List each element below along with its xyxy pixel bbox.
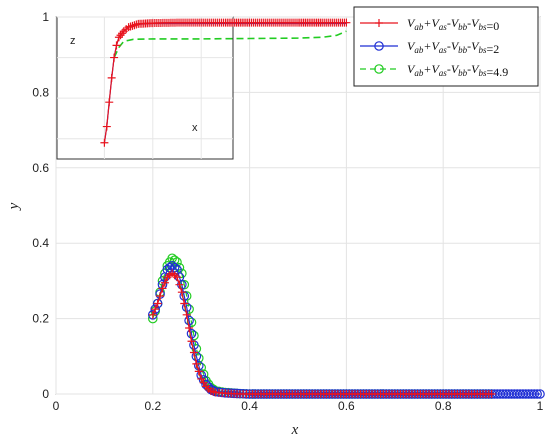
data-point	[189, 348, 198, 357]
legend-entry: Vab+Vas-Vbb-Vbs=2	[360, 39, 499, 56]
y-tick-label: 1	[42, 10, 49, 24]
inset-plot-area	[56, 16, 234, 160]
inset-series-layer	[100, 18, 351, 147]
inset-data-point	[126, 22, 135, 31]
data-point	[148, 310, 157, 319]
data-point	[180, 299, 189, 308]
x-tick-label: 0	[53, 399, 60, 413]
data-point	[173, 273, 181, 282]
legend-entry: Vab+Vas-Vbb-Vbs=4.9	[360, 62, 508, 79]
x-axis-label: x	[291, 422, 299, 438]
legend-label: Vab+Vas-Vbb-Vbs=2	[407, 39, 499, 56]
data-point	[535, 389, 545, 399]
inset-data-point	[100, 138, 109, 147]
data-point	[187, 337, 196, 346]
data-point	[487, 390, 496, 398]
data-point	[160, 278, 169, 287]
data-point	[529, 389, 540, 399]
data-point	[177, 288, 186, 297]
legend-swatch-marker	[374, 41, 384, 51]
data-point	[169, 255, 180, 265]
legend-entry: Vab+Vas-Vbb-Vbs=0	[360, 16, 499, 33]
data-point	[152, 298, 163, 309]
legend-swatch-marker	[374, 64, 384, 74]
data-point	[185, 324, 194, 333]
inset-series-0	[100, 18, 351, 147]
inset-data-point	[130, 21, 139, 30]
inset-grid	[55, 16, 233, 159]
y-tick-label: 0.4	[32, 236, 49, 250]
inset-data-point	[105, 98, 114, 107]
inset-data-point	[110, 53, 119, 62]
data-point	[153, 299, 162, 308]
inset-data-point	[112, 41, 121, 50]
y-tick-label: 0.6	[32, 161, 49, 175]
data-point	[192, 359, 201, 368]
inset-data-point	[342, 18, 351, 27]
inset-data-point	[128, 21, 137, 30]
x-tick-label: 0.6	[338, 399, 355, 413]
inset-data-point	[124, 23, 133, 32]
data-point	[194, 367, 203, 376]
data-point	[532, 389, 542, 399]
y-tick-label: 0.8	[32, 85, 49, 99]
series-layer	[148, 253, 545, 399]
series-0	[148, 269, 496, 398]
legend-swatch-marker	[375, 19, 383, 27]
x-tick-label: 0.2	[144, 399, 161, 413]
inset-series-line	[113, 30, 347, 58]
inset-data-point	[114, 33, 123, 42]
x-tick-label: 1	[537, 399, 544, 413]
legend-label: Vab+Vas-Vbb-Vbs=0	[407, 16, 499, 33]
legend: Vab+Vas-Vbb-Vbs=0 Vab+Vas-Vbb-Vbs=2 Vab+Va…	[353, 6, 539, 87]
data-point	[189, 330, 199, 341]
data-point	[156, 291, 165, 300]
x-tick-label: 0.4	[241, 399, 258, 413]
inset-data-point	[116, 31, 125, 40]
data-point	[158, 284, 167, 293]
data-point	[148, 310, 158, 320]
legend-label: Vab+Vas-Vbb-Vbs=4.9	[407, 62, 508, 79]
inset-series-2	[113, 30, 347, 58]
inset-chart: z x	[55, 16, 351, 160]
data-point	[182, 310, 191, 319]
inset-data-point	[107, 73, 116, 82]
y-tick-label: 0.2	[32, 312, 49, 326]
data-point	[186, 317, 197, 328]
inset-x-label: x	[192, 122, 198, 134]
data-point	[150, 304, 161, 314]
data-point	[175, 280, 184, 289]
data-point	[151, 305, 160, 314]
y-tick-label: 0	[42, 387, 49, 401]
inset-data-point	[118, 29, 127, 38]
tick-labels: 0 0.2 0.4 0.6 0.8 1 0 0.2 0.4 0.6 0.8 1	[32, 10, 543, 413]
x-tick-label: 0.8	[435, 399, 452, 413]
inset-data-point	[102, 122, 111, 131]
inset-data-point	[132, 20, 141, 29]
inset-y-label: z	[70, 35, 76, 47]
y-axis-label: y	[6, 202, 22, 211]
